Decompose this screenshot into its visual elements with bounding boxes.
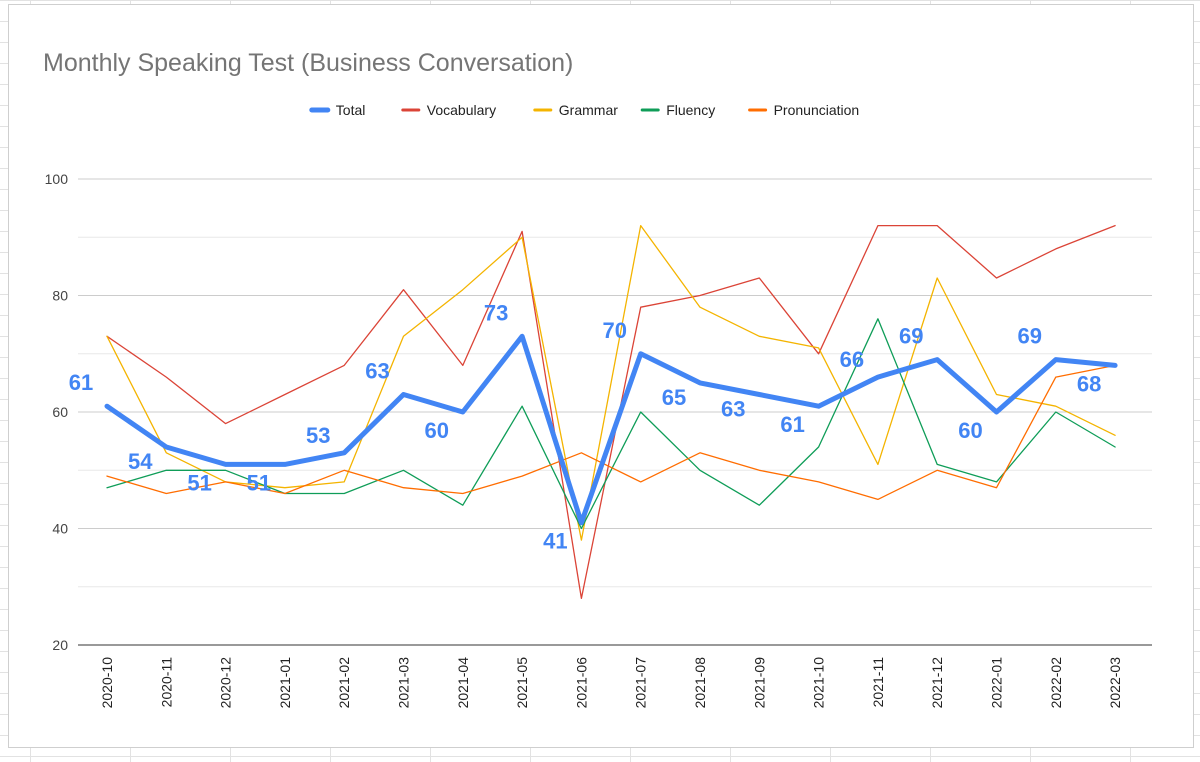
series-line-total <box>104 333 1118 526</box>
x-tick-label: 2022-02 <box>1048 657 1064 709</box>
y-tick-label: 20 <box>52 637 68 653</box>
total-data-label: 41 <box>543 529 567 554</box>
legend-label: Pronunciation <box>774 102 860 118</box>
series-line-pronunciation <box>106 364 1116 501</box>
total-data-label: 63 <box>365 359 389 384</box>
total-data-label: 68 <box>1077 371 1101 396</box>
x-tick-label: 2021-07 <box>633 657 649 709</box>
x-tick-label: 2021-01 <box>277 657 293 709</box>
x-tick-label: 2022-03 <box>1107 657 1123 709</box>
total-data-label: 54 <box>128 449 153 474</box>
x-tick-label: 2021-11 <box>870 657 886 708</box>
total-data-label: 60 <box>425 418 449 443</box>
legend-label: Vocabulary <box>427 102 496 118</box>
total-data-label: 51 <box>187 470 211 495</box>
x-tick-label: 2022-01 <box>989 657 1005 709</box>
legend-label: Fluency <box>666 102 715 118</box>
total-data-label: 69 <box>1018 324 1042 349</box>
total-data-label: 61 <box>780 412 804 437</box>
chart-card[interactable]: Monthly Speaking Test (Business Conversa… <box>8 4 1194 748</box>
x-tick-label: 2021-09 <box>751 657 767 709</box>
x-tick-label: 2021-03 <box>396 657 412 709</box>
legend-label: Grammar <box>559 102 618 118</box>
x-tick-label: 2021-10 <box>811 657 827 709</box>
total-data-label: 51 <box>247 470 271 495</box>
total-data-label: 60 <box>958 418 982 443</box>
series-line-vocabulary <box>106 224 1116 600</box>
series-line-grammar <box>106 224 1116 541</box>
total-data-label: 73 <box>484 300 508 325</box>
x-tick-label: 2021-05 <box>514 657 530 709</box>
chart-title: Monthly Speaking Test (Business Conversa… <box>43 49 574 77</box>
x-tick-label: 2021-04 <box>455 657 471 709</box>
y-tick-label: 100 <box>45 171 69 187</box>
total-data-label: 53 <box>306 423 330 448</box>
y-tick-label: 80 <box>52 288 68 304</box>
x-tick-label: 2021-12 <box>929 657 945 709</box>
total-data-label: 69 <box>899 324 923 349</box>
y-tick-label: 40 <box>52 521 68 537</box>
total-data-label: 70 <box>602 318 626 343</box>
y-tick-label: 60 <box>52 404 68 420</box>
series-line-fluency <box>106 318 1116 530</box>
x-tick-label: 2021-02 <box>336 657 352 709</box>
x-tick-label: 2020-11 <box>158 657 174 708</box>
x-tick-label: 2021-06 <box>573 657 589 709</box>
x-tick-label: 2020-12 <box>218 657 234 709</box>
total-data-label: 61 <box>69 370 93 395</box>
total-data-label: 63 <box>721 397 745 422</box>
total-data-label: 65 <box>662 385 686 410</box>
legend-label: Total <box>336 102 366 118</box>
x-tick-label: 2021-08 <box>692 657 708 709</box>
x-tick-label: 2020-10 <box>99 657 115 709</box>
total-data-label: 66 <box>840 347 864 372</box>
